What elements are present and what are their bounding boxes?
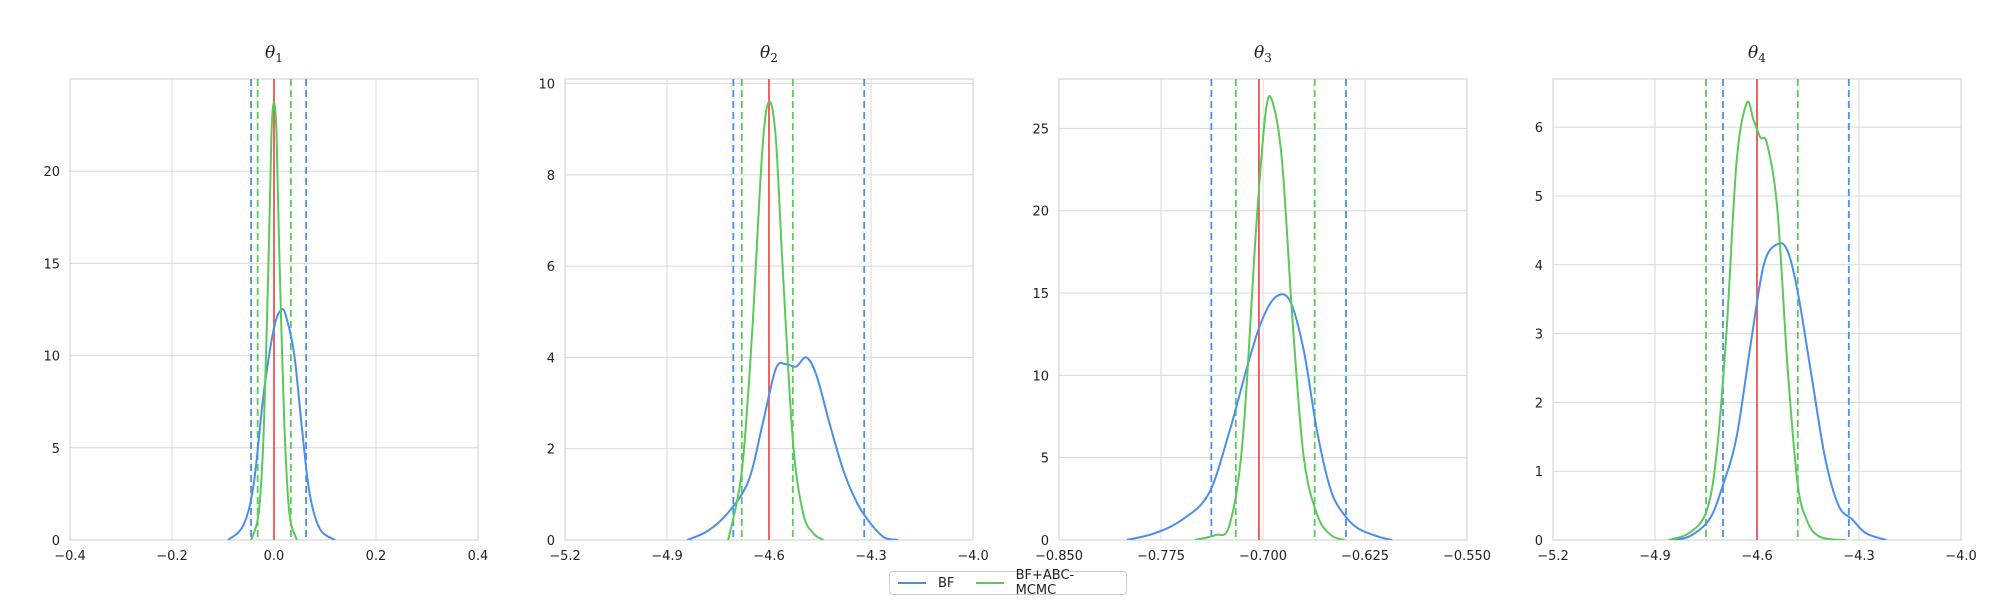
- y-tick-label: 20: [43, 165, 60, 180]
- x-tick-label: −4.3: [855, 549, 887, 564]
- x-tick-label: −4.3: [1843, 549, 1875, 564]
- abc-density-curve: [250, 101, 298, 540]
- legend: BF BF+ABC-MCMC: [889, 568, 1127, 598]
- x-tick-label: −4.6: [753, 549, 785, 564]
- panel-title: θ1: [265, 43, 283, 65]
- title-subscript: 1: [275, 51, 283, 65]
- y-tick-label: 6: [1535, 121, 1543, 136]
- y-tick-label: 15: [43, 257, 60, 272]
- x-tick-label: −4.0: [1945, 549, 1977, 564]
- panel-theta3: −0.850 −0.775 −0.700 −0.625 −0.550 0 5 10 15 20 25…: [1032, 43, 1491, 564]
- y-tick-label: 4: [547, 351, 555, 366]
- y-tick-label: 3: [1535, 328, 1543, 343]
- y-tick-label: 0: [1041, 534, 1049, 549]
- x-tick-label: −0.4: [54, 549, 86, 564]
- bf-density-curve: [1668, 242, 1887, 540]
- y-tick-label: 10: [1032, 369, 1049, 384]
- y-tick-label: 2: [547, 443, 555, 458]
- bf-density-curve: [227, 308, 336, 540]
- y-tick-label: 6: [547, 260, 555, 275]
- x-tick-label: −0.775: [1137, 549, 1185, 564]
- y-tick-label: 8: [547, 169, 555, 184]
- x-tick-label: −4.0: [957, 549, 989, 564]
- y-tick-label: 10: [538, 78, 555, 93]
- y-tick-label: 0: [52, 534, 60, 549]
- panel-title: θ3: [1254, 43, 1272, 65]
- abc-density-curve: [727, 100, 824, 540]
- title-subscript: 4: [1758, 51, 1766, 65]
- title-symbol: θ: [265, 43, 275, 63]
- y-tick-label: 5: [1041, 452, 1049, 467]
- legend-swatch-bf: [898, 582, 926, 584]
- title-subscript: 2: [770, 51, 778, 65]
- x-tick-label: 0.2: [366, 549, 387, 564]
- y-tick-label: 0: [1535, 534, 1543, 549]
- x-tick-label: −4.9: [1639, 549, 1671, 564]
- axes-frame: [1058, 78, 1468, 541]
- legend-label-abc: BF+ABC-MCMC: [1015, 568, 1075, 598]
- title-symbol: θ: [1254, 43, 1264, 63]
- x-tick-label: −0.2: [156, 549, 188, 564]
- legend-item-abc: BF+ABC-MCMC: [976, 568, 1112, 598]
- abc-density-curve: [1668, 100, 1846, 540]
- y-tick-label: 4: [1535, 259, 1543, 274]
- x-tick-label: −0.850: [1035, 549, 1083, 564]
- y-tick-label: 25: [1032, 122, 1049, 137]
- panel-title: θ4: [1748, 43, 1766, 65]
- y-tick-label: 15: [1032, 287, 1049, 302]
- x-tick-label: 0.0: [264, 549, 285, 564]
- title-symbol: θ: [760, 43, 770, 63]
- x-tick-label: −5.2: [549, 549, 581, 564]
- abc-density-curve: [1194, 95, 1345, 540]
- x-tick-label: −0.625: [1341, 549, 1389, 564]
- x-tick-label: −4.6: [1741, 549, 1773, 564]
- x-tick-label: −0.550: [1443, 549, 1491, 564]
- legend-swatch-abc: [976, 582, 1004, 584]
- x-tick-label: −0.700: [1239, 549, 1287, 564]
- title-symbol: θ: [1748, 43, 1758, 63]
- y-tick-label: 0: [547, 534, 555, 549]
- bf-density-curve: [686, 356, 899, 540]
- y-tick-label: 10: [43, 350, 60, 365]
- y-tick-label: 2: [1535, 396, 1543, 411]
- x-tick-label: −5.2: [1537, 549, 1569, 564]
- title-subscript: 3: [1264, 51, 1272, 65]
- y-tick-label: 20: [1032, 205, 1049, 220]
- legend-label-bf: BF: [938, 575, 955, 591]
- x-tick-label: 0.4: [468, 549, 489, 564]
- panel-title: θ2: [760, 43, 778, 65]
- y-tick-label: 1: [1535, 465, 1543, 480]
- legend-item-bf: BF: [898, 576, 954, 591]
- y-tick-label: 5: [52, 442, 60, 457]
- y-tick-label: 5: [1535, 190, 1543, 205]
- x-tick-label: −4.9: [651, 549, 683, 564]
- panel-theta1: −0.4 −0.2 0.0 0.2 0.4 0 5 10 15 20 θ1: [43, 43, 488, 564]
- bf-density-curve: [1126, 293, 1393, 540]
